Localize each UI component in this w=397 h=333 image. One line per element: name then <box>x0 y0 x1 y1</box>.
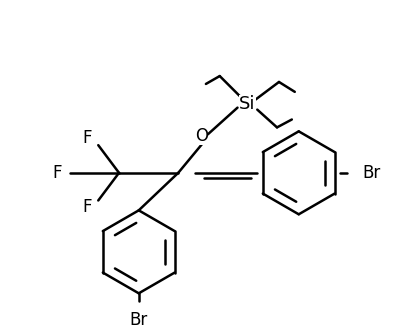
Text: F: F <box>83 198 92 216</box>
Text: Br: Br <box>130 311 148 329</box>
Text: F: F <box>52 164 62 182</box>
Text: O: O <box>195 127 208 145</box>
Text: F: F <box>83 129 92 147</box>
Text: Si: Si <box>239 95 256 113</box>
Text: Br: Br <box>362 164 380 182</box>
